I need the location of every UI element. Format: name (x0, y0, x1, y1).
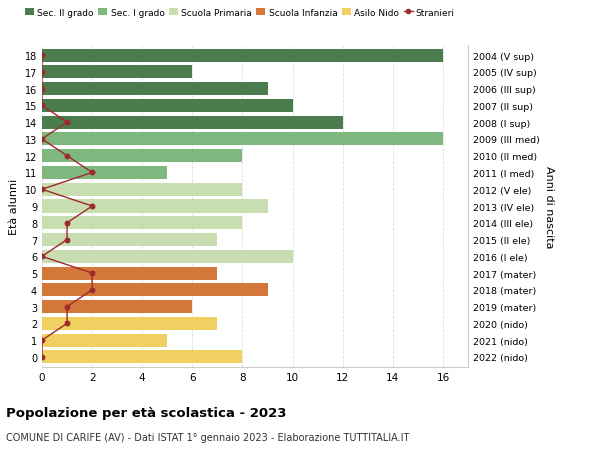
Text: Popolazione per età scolastica - 2023: Popolazione per età scolastica - 2023 (6, 406, 287, 419)
Bar (42, 317, 217, 330)
Text: COMUNE DI CARIFE (AV) - Dati ISTAT 1° gennaio 2023 - Elaborazione TUTTITALIA.IT: COMUNE DI CARIFE (AV) - Dati ISTAT 1° ge… (6, 432, 409, 442)
Point (37, 136, 47, 143)
Bar (42, 183, 242, 196)
Point (62, 119, 72, 127)
Point (37, 102, 47, 110)
Bar (42, 167, 167, 179)
Bar (42, 334, 167, 347)
Point (62, 236, 72, 244)
Bar (42, 301, 193, 313)
Point (62, 219, 72, 227)
Point (37, 69, 47, 76)
Point (37, 253, 47, 260)
Point (62, 320, 72, 327)
Bar (42, 234, 217, 246)
Bar (42, 116, 343, 129)
Point (62, 303, 72, 311)
Point (37, 186, 47, 194)
Y-axis label: Anni di nascita: Anni di nascita (544, 165, 554, 248)
Bar (42, 200, 268, 213)
Point (62, 153, 72, 160)
Bar (42, 50, 443, 62)
Bar (42, 267, 217, 280)
Point (88, 203, 97, 210)
Point (88, 286, 97, 294)
Point (88, 270, 97, 277)
Point (88, 169, 97, 177)
Legend: Sec. II grado, Sec. I grado, Scuola Primaria, Scuola Infanzia, Asilo Nido, Stran: Sec. II grado, Sec. I grado, Scuola Prim… (25, 9, 455, 17)
Point (37, 52, 47, 60)
Bar (42, 217, 242, 230)
Bar (42, 66, 193, 79)
Point (37, 337, 47, 344)
Point (37, 353, 47, 361)
Bar (42, 284, 268, 297)
Bar (42, 83, 268, 96)
Bar (42, 150, 242, 163)
Bar (42, 351, 242, 364)
Bar (42, 100, 293, 112)
Bar (42, 133, 443, 146)
Y-axis label: Età alunni: Età alunni (9, 179, 19, 235)
Point (37, 86, 47, 93)
Bar (42, 250, 293, 263)
